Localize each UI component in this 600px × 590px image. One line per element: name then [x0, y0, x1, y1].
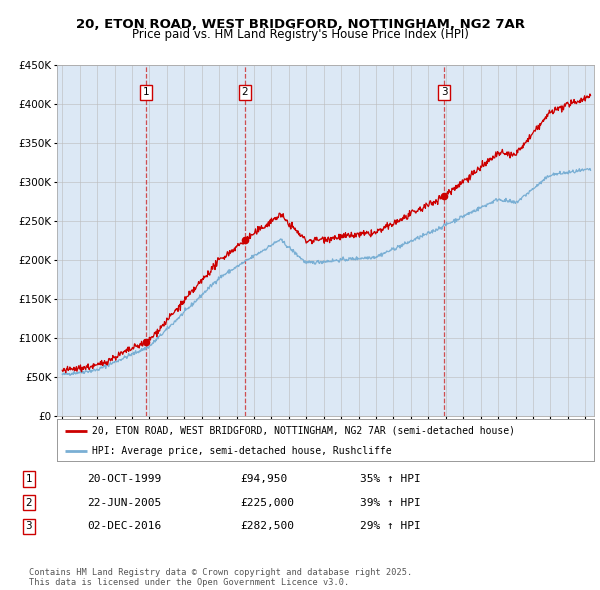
- Text: 3: 3: [25, 522, 32, 531]
- Text: 2: 2: [242, 87, 248, 97]
- Text: 29% ↑ HPI: 29% ↑ HPI: [360, 522, 421, 531]
- Text: 2: 2: [25, 498, 32, 507]
- Text: 3: 3: [441, 87, 448, 97]
- Text: 39% ↑ HPI: 39% ↑ HPI: [360, 498, 421, 507]
- Text: HPI: Average price, semi-detached house, Rushcliffe: HPI: Average price, semi-detached house,…: [92, 446, 392, 455]
- Text: 35% ↑ HPI: 35% ↑ HPI: [360, 474, 421, 484]
- Text: 1: 1: [25, 474, 32, 484]
- Text: Price paid vs. HM Land Registry's House Price Index (HPI): Price paid vs. HM Land Registry's House …: [131, 28, 469, 41]
- Text: £225,000: £225,000: [240, 498, 294, 507]
- Text: 02-DEC-2016: 02-DEC-2016: [87, 522, 161, 531]
- Text: 20-OCT-1999: 20-OCT-1999: [87, 474, 161, 484]
- Text: 20, ETON ROAD, WEST BRIDGFORD, NOTTINGHAM, NG2 7AR: 20, ETON ROAD, WEST BRIDGFORD, NOTTINGHA…: [76, 18, 524, 31]
- Text: 20, ETON ROAD, WEST BRIDGFORD, NOTTINGHAM, NG2 7AR (semi-detached house): 20, ETON ROAD, WEST BRIDGFORD, NOTTINGHA…: [92, 426, 515, 436]
- Text: £94,950: £94,950: [240, 474, 287, 484]
- Text: 22-JUN-2005: 22-JUN-2005: [87, 498, 161, 507]
- Text: 1: 1: [143, 87, 149, 97]
- Text: £282,500: £282,500: [240, 522, 294, 531]
- Text: Contains HM Land Registry data © Crown copyright and database right 2025.
This d: Contains HM Land Registry data © Crown c…: [29, 568, 412, 587]
